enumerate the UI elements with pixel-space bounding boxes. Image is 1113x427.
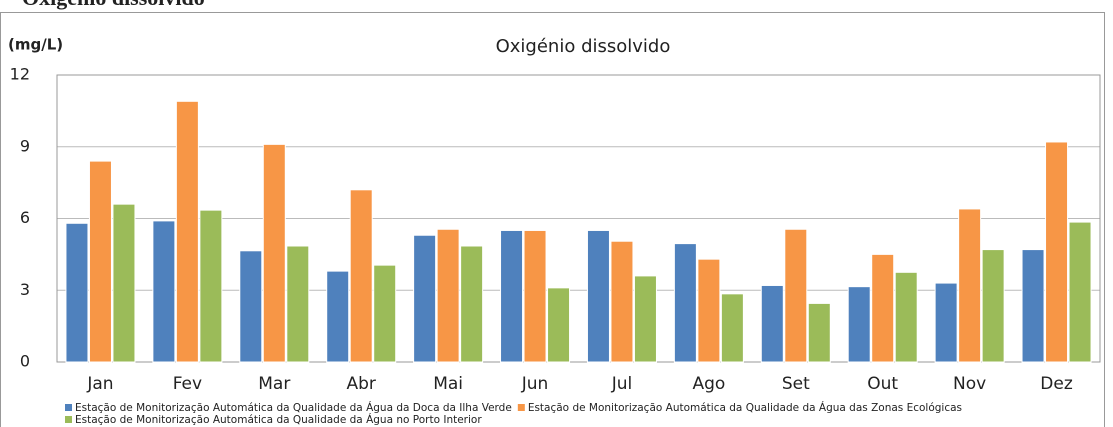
bar xyxy=(934,282,958,363)
legend-label: Estação de Monitorização Automática da Q… xyxy=(528,401,962,414)
y-tick-label: 12 xyxy=(10,65,30,84)
bar xyxy=(199,209,223,363)
x-tick-label: Mar xyxy=(258,374,290,394)
bar xyxy=(633,275,657,363)
bar xyxy=(958,208,982,363)
bar xyxy=(436,228,460,363)
x-tick-label: Mai xyxy=(433,374,463,394)
bar xyxy=(262,143,286,363)
legend-label: Estação de Monitorização Automática da Q… xyxy=(75,413,482,426)
bar xyxy=(349,189,373,363)
plot-frame xyxy=(56,74,1101,363)
legend-swatch xyxy=(517,404,525,411)
bar xyxy=(586,229,610,363)
bar xyxy=(981,249,1005,363)
legend-swatch xyxy=(65,416,72,423)
bar xyxy=(65,222,89,363)
bar xyxy=(894,271,918,363)
legend-label: Estação de Monitorização Automática da Q… xyxy=(75,401,512,414)
bar xyxy=(784,228,808,363)
x-tick-label: Jun xyxy=(521,374,549,394)
x-tick-label: Nov xyxy=(953,374,986,394)
bar xyxy=(807,302,831,363)
x-tick-label: Set xyxy=(782,374,810,394)
bar xyxy=(326,270,350,363)
bar xyxy=(720,293,744,363)
bar xyxy=(286,245,310,363)
bar xyxy=(152,220,176,363)
page-heading: Oxigénio dissolvido xyxy=(22,0,205,10)
chart-title: Oxigénio dissolvido xyxy=(496,36,671,57)
bar xyxy=(871,253,895,363)
x-tick-label: Jan xyxy=(86,374,113,394)
bar xyxy=(373,264,397,363)
x-tick-label: Jul xyxy=(611,374,633,394)
x-tick-label: Fev xyxy=(173,374,202,394)
y-tick-label: 0 xyxy=(20,352,30,371)
x-tick-label: Out xyxy=(867,374,898,394)
bar xyxy=(1045,141,1069,363)
bar xyxy=(88,160,112,363)
bar xyxy=(112,203,136,363)
bar xyxy=(413,234,437,363)
bar xyxy=(500,229,524,363)
bar xyxy=(547,287,571,363)
x-tick-label: Dez xyxy=(1040,374,1073,394)
bar xyxy=(1021,249,1045,363)
bar xyxy=(760,284,784,363)
bar xyxy=(523,229,547,363)
x-tick-label: Abr xyxy=(346,374,375,394)
y-tick-label: 9 xyxy=(20,136,30,155)
bar xyxy=(175,100,199,363)
y-tick-label: 3 xyxy=(20,280,30,299)
bar xyxy=(610,240,634,363)
y-tick-label: 6 xyxy=(20,208,30,227)
bar xyxy=(847,286,871,363)
bar xyxy=(1068,221,1092,363)
bar xyxy=(673,243,697,363)
bar xyxy=(697,258,721,363)
y-axis-label: (mg/L) xyxy=(8,36,63,54)
bar xyxy=(239,250,263,363)
bar xyxy=(460,245,484,363)
x-tick-label: Ago xyxy=(692,374,725,394)
legend-swatch xyxy=(65,404,72,411)
